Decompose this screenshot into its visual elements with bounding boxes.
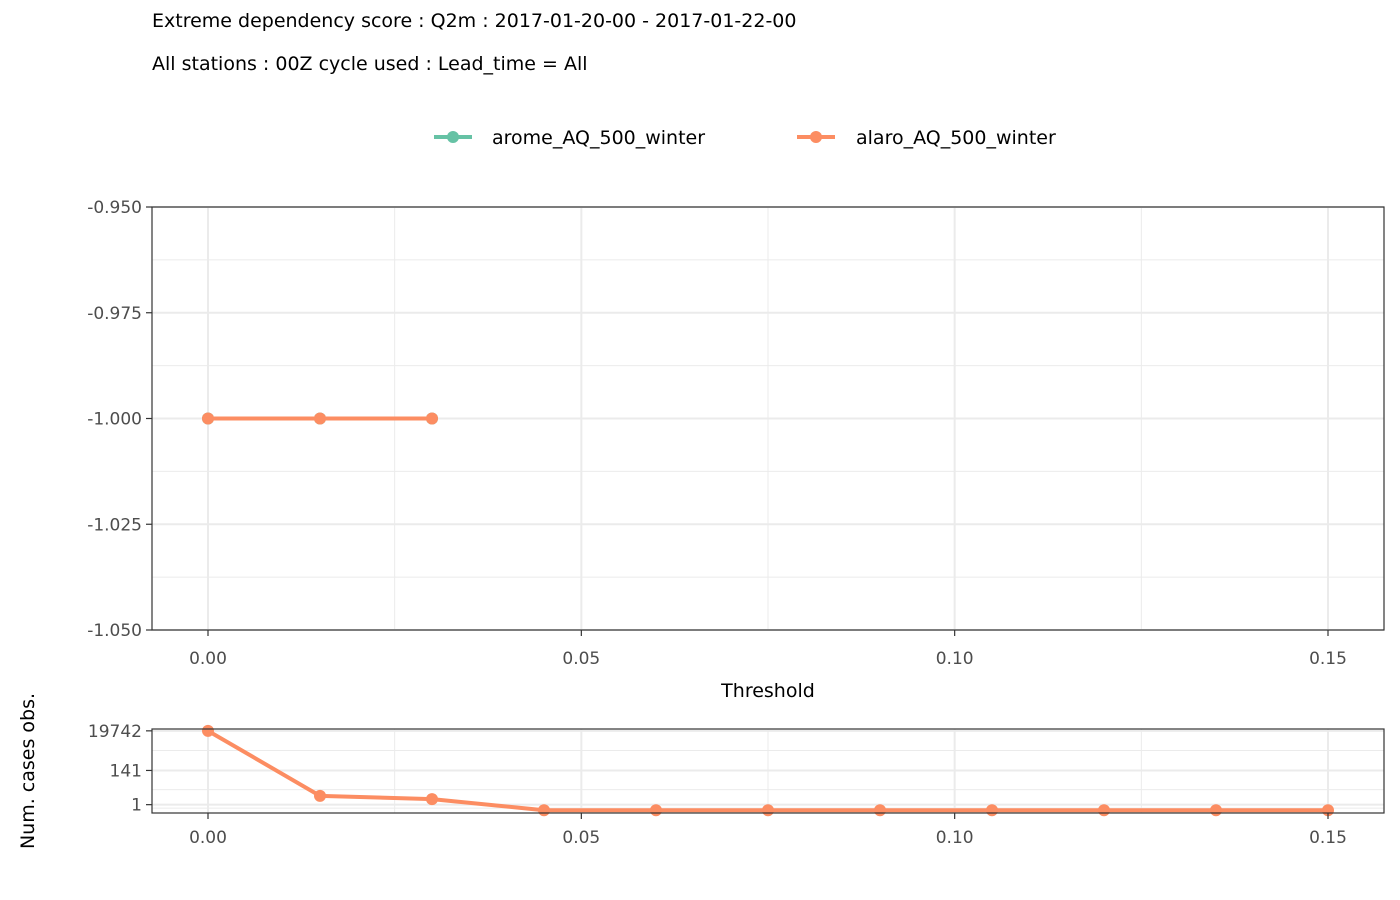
legend-label-arome: arome_AQ_500_winter [492, 127, 705, 149]
counts-point-alaro_AQ_500_winter [314, 789, 326, 802]
main-panel: -0.950-0.975-1.000-1.025-1.050 0.00 0.05 0… [87, 198, 1385, 702]
main-y-tick-label: -1.050 [87, 621, 142, 641]
main-y-tick-label: -1.000 [87, 410, 142, 430]
chart-title-line-2: All stations : 00Z cycle used : Lead_tim… [152, 53, 588, 75]
data-point-alaro_AQ_500_winter [314, 412, 326, 425]
counts-y-axis-title: Num. cases obs. [17, 693, 39, 849]
counts-grid [152, 729, 1384, 813]
main-y-tick-label: -0.950 [87, 198, 142, 218]
legend: arome_AQ_500_winter alaro_AQ_500_winter [434, 127, 1056, 149]
counts-x-tick-label: 0.15 [1309, 828, 1347, 848]
counts-x-tick-label: 0.10 [936, 828, 974, 848]
legend-label-alaro: alaro_AQ_500_winter [856, 127, 1056, 149]
main-series [202, 412, 438, 425]
counts-point-alaro_AQ_500_winter [650, 804, 662, 817]
main-x-axis: 0.00 0.05 0.10 0.15 [189, 630, 1347, 669]
counts-y-tick-label: 141 [110, 761, 142, 781]
data-point-alaro_AQ_500_winter [426, 412, 438, 425]
counts-point-alaro_AQ_500_winter [762, 804, 774, 817]
counts-x-axis: 0.00 0.05 0.10 0.15 [189, 813, 1347, 848]
counts-point-alaro_AQ_500_winter [874, 804, 886, 817]
counts-y-axis: 1 141 19742 [88, 722, 152, 816]
chart-title-line-1: Extreme dependency score : Q2m : 2017-01… [152, 10, 797, 32]
counts-point-alaro_AQ_500_winter [538, 804, 550, 817]
main-y-tick-label: -0.975 [87, 304, 142, 324]
counts-x-tick-label: 0.05 [562, 828, 600, 848]
counts-x-tick-label: 0.00 [189, 828, 227, 848]
main-y-tick-label: -1.025 [87, 515, 142, 535]
counts-y-tick-label: 19742 [88, 722, 142, 742]
counts-point-alaro_AQ_500_winter [426, 793, 438, 806]
main-y-axis: -0.950 -0.975 -1.000 -1.025 -1.050 [87, 198, 152, 641]
main-x-tick-label: 0.05 [562, 649, 600, 669]
legend-item-alaro: alaro_AQ_500_winter [797, 127, 1056, 149]
counts-point-alaro_AQ_500_winter [1210, 804, 1222, 817]
counts-point-alaro_AQ_500_winter [986, 804, 998, 817]
legend-item-arome: arome_AQ_500_winter [434, 127, 705, 149]
counts-point-alaro_AQ_500_winter [202, 724, 214, 737]
main-x-tick-label: 0.10 [936, 649, 974, 669]
counts-point-alaro_AQ_500_winter [1098, 804, 1110, 817]
data-point-alaro_AQ_500_winter [202, 412, 214, 425]
main-x-tick-label: 0.15 [1309, 649, 1347, 669]
counts-y-tick-label: 1 [131, 796, 142, 816]
legend-key-alaro-point [810, 131, 822, 143]
counts-panel: 1 141 19742 0.00 0.05 0.10 0.15 [88, 722, 1385, 848]
main-x-axis-title: Threshold [720, 680, 815, 702]
main-x-tick-label: 0.00 [189, 649, 227, 669]
legend-key-arome-point [447, 131, 459, 143]
